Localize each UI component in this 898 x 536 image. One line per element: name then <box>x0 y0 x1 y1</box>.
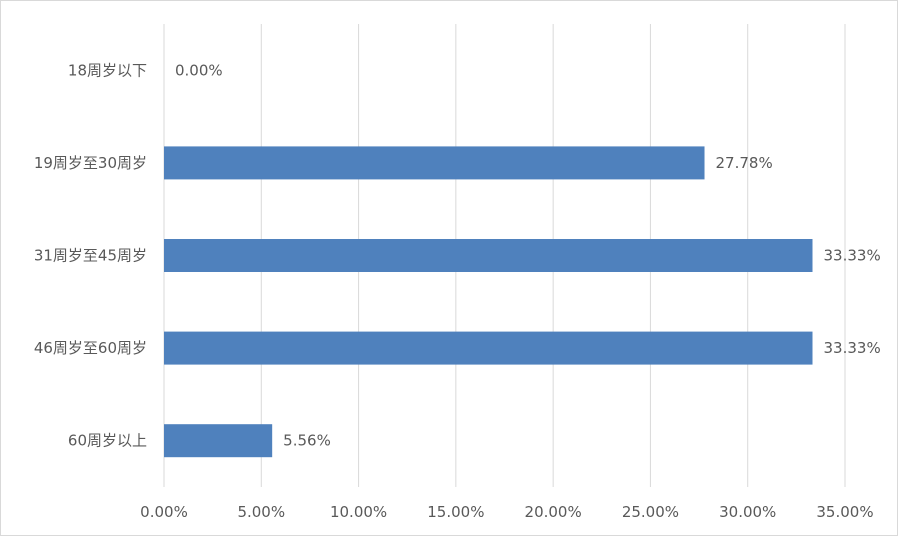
category-label: 60周岁以上 <box>68 432 147 450</box>
category-label: 31周岁至45周岁 <box>34 247 147 265</box>
bar <box>164 146 705 180</box>
category-label: 46周岁至60周岁 <box>34 339 147 357</box>
x-tick-label: 35.00% <box>816 503 873 521</box>
data-label: 27.78% <box>716 154 773 172</box>
bars <box>164 146 813 458</box>
x-tick-label: 0.00% <box>140 503 188 521</box>
x-tick-label: 5.00% <box>237 503 285 521</box>
x-tick-label: 15.00% <box>427 503 484 521</box>
x-tick-label: 20.00% <box>525 503 582 521</box>
bar <box>164 331 813 365</box>
x-tick-label: 30.00% <box>719 503 776 521</box>
data-label: 5.56% <box>283 432 331 450</box>
category-label: 19周岁至30周岁 <box>34 154 147 172</box>
labels: 0.00% 5.00% 10.00% 15.00% 20.00% 25.00% 30.00%… <box>34 61 881 521</box>
category-label: 18周岁以下 <box>68 61 147 79</box>
data-label: 33.33% <box>824 247 881 265</box>
data-label: 33.33% <box>824 339 881 357</box>
bar <box>164 239 813 272</box>
data-label: 0.00% <box>175 61 223 79</box>
x-tick-label: 25.00% <box>622 503 679 521</box>
x-tick-label: 10.00% <box>330 503 387 521</box>
bar <box>164 424 273 458</box>
